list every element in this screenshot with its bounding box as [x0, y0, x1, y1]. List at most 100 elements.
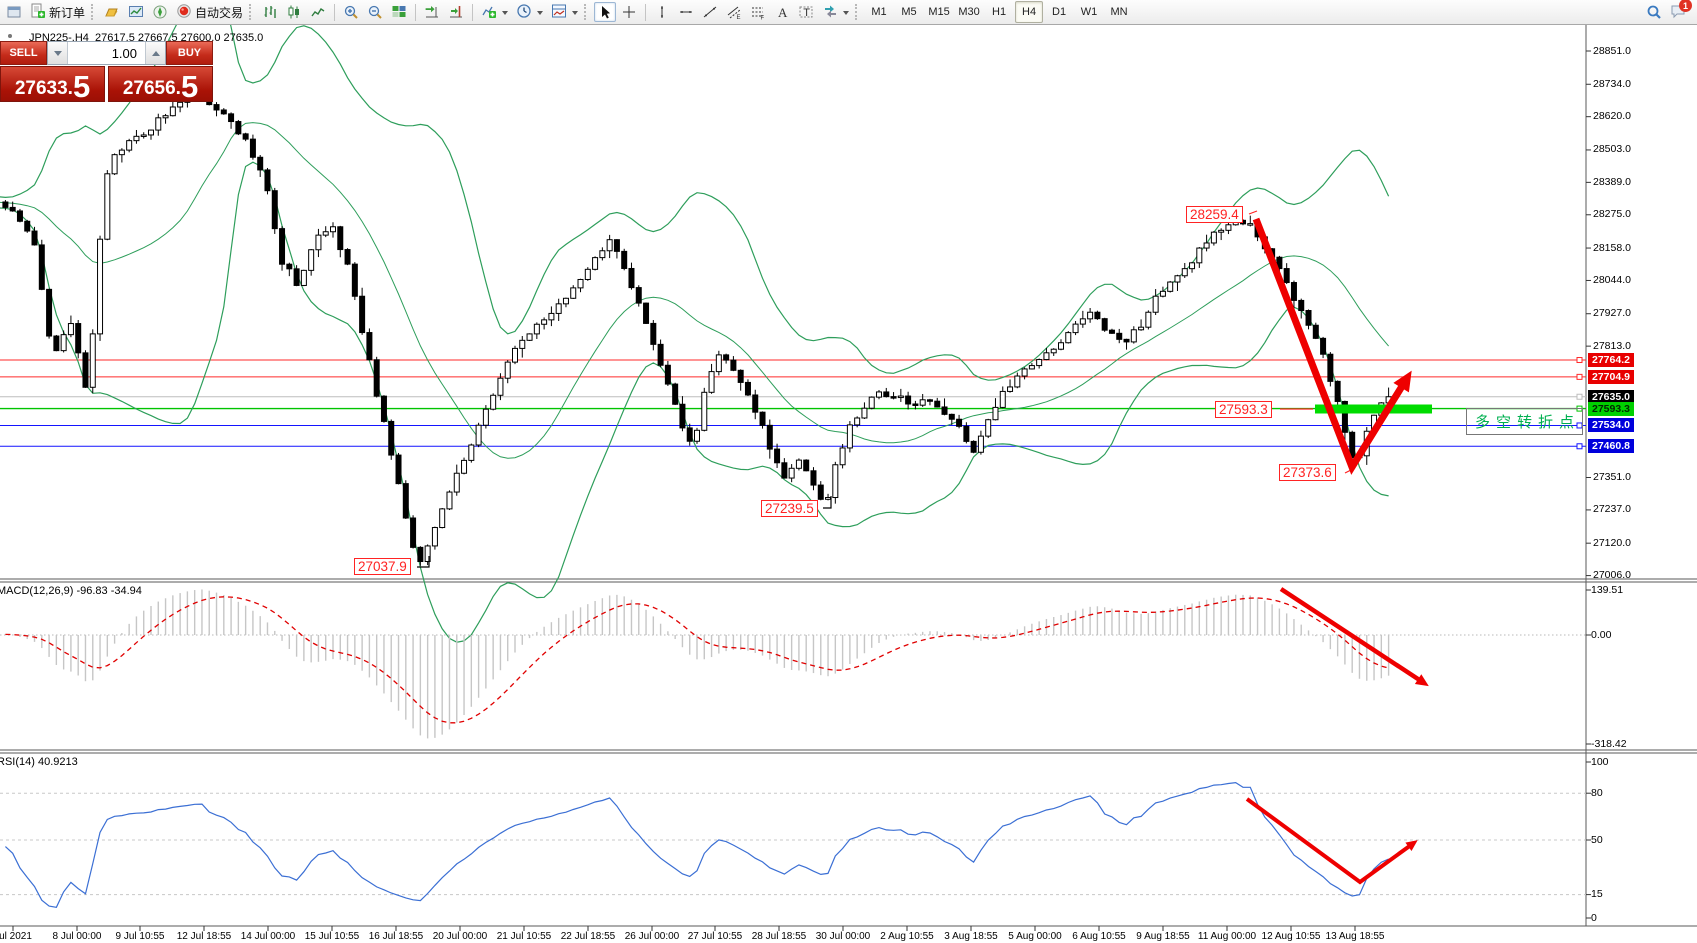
- triangle-up-icon: [151, 47, 160, 56]
- timeframe-toolbar: M1 M5 M15 M30 H1 H4 D1 W1 MN: [864, 1, 1134, 23]
- rsi-axis-label: 50: [1591, 833, 1603, 846]
- crosshair-icon[interactable]: [618, 2, 640, 22]
- x-axis-label: 16 Jul 18:55: [368, 931, 424, 942]
- analyst-note[interactable]: 多空转折点: [1466, 408, 1584, 435]
- x-axis-label: 9 Aug 18:55: [1136, 931, 1190, 942]
- trendline-icon[interactable]: [699, 2, 721, 22]
- y-axis-label: 28044.0: [1593, 273, 1631, 286]
- y-axis-label: 28620.0: [1593, 110, 1631, 123]
- triangle-down-icon: [53, 50, 62, 60]
- symbol-period-label: JPN225-,H4: [29, 31, 89, 44]
- lot-size-value[interactable]: 1.00: [111, 45, 137, 61]
- sell-price[interactable]: 27633. 5: [0, 66, 105, 102]
- bar-chart-icon[interactable]: [259, 2, 281, 22]
- macd-axis-label: 0.00: [1591, 628, 1612, 641]
- macd-label: MACD(12,26,9) -96.83 -34.94: [0, 585, 142, 597]
- sell-button[interactable]: SELL: [0, 41, 47, 65]
- x-axis-label: 27 Jul 10:55: [687, 931, 743, 942]
- timeframe-button-d1[interactable]: D1: [1052, 6, 1067, 18]
- timeframe-button-mn[interactable]: MN: [1110, 6, 1128, 18]
- text-label-icon[interactable]: T: [795, 2, 817, 22]
- macd-axis-label: 139.51: [1591, 583, 1624, 596]
- swing-label-27239.5[interactable]: 27239.5: [761, 500, 818, 517]
- swing-label-27037.9[interactable]: 27037.9: [354, 558, 411, 575]
- y-axis-label: 28158.0: [1593, 241, 1631, 254]
- timeframe-button-m1[interactable]: M1: [871, 6, 887, 18]
- market-watch-icon[interactable]: [125, 2, 147, 22]
- swing-label-27593.3[interactable]: 27593.3: [1215, 401, 1272, 418]
- candlestick-icon[interactable]: [283, 2, 305, 22]
- buy-price-main: 27656: [122, 78, 176, 99]
- rsi-axis-label: 0: [1591, 911, 1597, 924]
- y-axis-label: 28389.0: [1593, 175, 1631, 188]
- one-click-trade-panel: SELL 1.00 BUY 27633. 5 27656. 5: [0, 41, 213, 102]
- equidistant-channel-icon[interactable]: E: [723, 2, 745, 22]
- y-axis-label: 28734.0: [1593, 77, 1631, 90]
- x-axis-label: 21 Jul 10:55: [496, 931, 552, 942]
- svg-text:E: E: [737, 15, 741, 20]
- dropdown-arrow-icon: [572, 10, 579, 18]
- macd-axis-label: -318.42: [1591, 737, 1627, 750]
- profiles-icon[interactable]: [101, 2, 123, 22]
- x-axis-label: 12 Jul 18:55: [176, 931, 232, 942]
- tile-windows-icon[interactable]: [388, 2, 410, 22]
- y-axis-label: 27120.0: [1593, 536, 1631, 549]
- templates-button[interactable]: [548, 2, 581, 22]
- new-order-label: 新订单: [49, 5, 86, 20]
- x-axis-label: 5 Aug 00:00: [1008, 931, 1062, 942]
- autotrading-button[interactable]: 自动交易: [173, 2, 246, 22]
- auto-scroll-icon[interactable]: [421, 2, 443, 22]
- swing-label-28259.4[interactable]: 28259.4: [1186, 206, 1243, 223]
- x-axis-label: 28 Jul 18:55: [751, 931, 807, 942]
- shapes-button[interactable]: [819, 2, 852, 22]
- notifications-button[interactable]: 1: [1667, 0, 1692, 22]
- chart-shift-icon[interactable]: [445, 2, 467, 22]
- y-axis-label: 28851.0: [1593, 44, 1631, 57]
- fibonacci-icon[interactable]: F: [747, 2, 769, 22]
- periods-button[interactable]: [513, 2, 546, 22]
- y-axis-label: 28503.0: [1593, 143, 1631, 156]
- x-axis-label: 2 Aug 10:55: [880, 931, 934, 942]
- zoom-out-icon[interactable]: [364, 2, 386, 22]
- lot-increase-button[interactable]: [145, 42, 165, 64]
- search-icon[interactable]: [1643, 2, 1665, 22]
- ohlc-values: 27617.5 27667.5 27600.0 27635.0: [95, 31, 264, 44]
- timeframe-button-h1[interactable]: H1: [992, 6, 1007, 18]
- text-tool-icon[interactable]: A: [771, 2, 793, 22]
- new-order-button[interactable]: 新订单: [27, 2, 88, 22]
- swing-label-27373.6[interactable]: 27373.6: [1279, 464, 1336, 481]
- horizontal-line-icon[interactable]: [675, 2, 697, 22]
- price-badge-27534.0: 27534.0: [1588, 418, 1634, 433]
- price-badge-27704.9: 27704.9: [1588, 369, 1634, 384]
- rsi-axis-label: 15: [1591, 888, 1603, 901]
- zoom-in-icon[interactable]: [340, 2, 362, 22]
- line-chart-icon[interactable]: [307, 2, 329, 22]
- rsi-label: RSI(14) 40.9213: [0, 756, 78, 768]
- dropdown-arrow-icon: [537, 10, 544, 18]
- price-badge-27593.3: 27593.3: [1588, 401, 1634, 416]
- navigator-icon[interactable]: [149, 2, 171, 22]
- price-badge-27635.0: 27635.0: [1588, 389, 1634, 404]
- timeframe-button-w1[interactable]: W1: [1080, 6, 1098, 18]
- timeframe-button-h4[interactable]: H4: [1015, 1, 1044, 23]
- add-indicator-icon: [481, 3, 497, 22]
- vertical-line-icon[interactable]: [651, 2, 673, 22]
- timeframe-button-m5[interactable]: M5: [901, 6, 917, 18]
- window-icon[interactable]: [3, 2, 25, 22]
- timeframe-button-m15[interactable]: M15: [928, 6, 950, 18]
- y-axis-label: 27237.0: [1593, 503, 1631, 516]
- buy-price-frac: 5: [180, 69, 199, 104]
- buy-button[interactable]: BUY: [166, 41, 213, 65]
- x-axis-label: 3 Aug 18:55: [944, 931, 998, 942]
- cursor-icon[interactable]: [594, 2, 617, 22]
- new-order-icon: [30, 3, 46, 22]
- notification-badge: 1: [1679, 0, 1692, 12]
- lot-decrease-button[interactable]: [48, 42, 68, 64]
- indicators-button[interactable]: [478, 2, 511, 22]
- x-axis-label: 26 Jul 00:00: [624, 931, 680, 942]
- x-axis-label: 11 Aug 00:00: [1197, 931, 1257, 942]
- timeframe-button-m30[interactable]: M30: [958, 6, 980, 18]
- buy-price[interactable]: 27656. 5: [108, 66, 213, 102]
